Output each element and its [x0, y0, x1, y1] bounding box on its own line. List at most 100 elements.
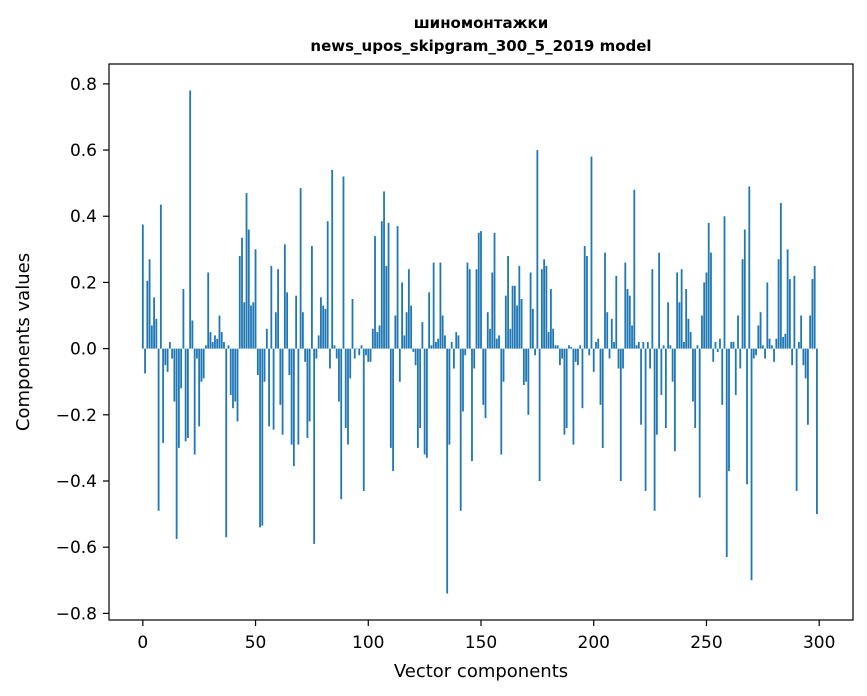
bar — [644, 348, 647, 491]
bar — [520, 298, 523, 349]
bar — [432, 262, 435, 349]
bar — [369, 348, 372, 362]
bar — [283, 244, 286, 349]
bar — [489, 328, 491, 349]
bar — [570, 346, 573, 349]
bar — [175, 348, 178, 539]
bar — [768, 338, 771, 349]
bar — [493, 232, 496, 349]
bar — [468, 269, 471, 349]
bar — [710, 252, 712, 349]
bar — [193, 348, 196, 455]
bar — [292, 348, 295, 467]
bar — [583, 246, 586, 349]
bar — [673, 348, 676, 452]
bar — [595, 342, 597, 349]
bar — [513, 285, 516, 349]
bar — [662, 345, 665, 349]
bar — [680, 269, 683, 349]
bar — [360, 345, 363, 349]
bar — [640, 348, 642, 425]
bar — [509, 328, 512, 349]
bar — [486, 312, 489, 349]
plot-frame — [108, 63, 854, 621]
bar — [225, 348, 228, 538]
bar — [265, 328, 268, 349]
bar — [311, 246, 313, 349]
bar — [353, 348, 356, 359]
bar — [450, 342, 453, 349]
bar — [597, 338, 600, 349]
bar — [793, 275, 796, 349]
bar — [326, 221, 329, 349]
bar — [732, 342, 735, 349]
bar — [349, 348, 352, 379]
bar — [162, 348, 165, 443]
bar — [475, 269, 478, 349]
bar — [784, 333, 787, 349]
bar — [807, 348, 809, 425]
bar — [459, 348, 462, 511]
bar — [613, 342, 615, 349]
bar — [480, 231, 482, 349]
bar — [683, 342, 685, 349]
bar — [200, 348, 203, 382]
bar — [658, 252, 661, 349]
bar — [601, 348, 604, 448]
bar — [383, 191, 385, 349]
bar — [701, 315, 703, 349]
bar — [534, 348, 537, 356]
bar — [482, 348, 485, 405]
bar — [389, 348, 392, 448]
bar — [166, 348, 169, 372]
bar — [344, 348, 347, 429]
bar — [525, 348, 527, 382]
bar — [146, 280, 149, 349]
bar — [527, 348, 530, 415]
y-tick-label: 0.6 — [70, 141, 97, 161]
bar — [308, 348, 311, 422]
bar — [398, 348, 401, 382]
bar — [378, 325, 381, 349]
bar — [531, 308, 534, 349]
bar — [153, 297, 155, 349]
bar — [164, 348, 167, 366]
bar — [435, 342, 437, 349]
y-tick-label: −0.8 — [56, 604, 97, 624]
bar — [734, 348, 737, 395]
bar — [757, 325, 760, 349]
bar — [631, 325, 633, 349]
bar — [227, 345, 230, 349]
bar — [241, 237, 243, 349]
bar — [232, 348, 234, 409]
x-tick-label: 150 — [465, 633, 497, 653]
bar — [574, 348, 577, 362]
bar — [723, 216, 726, 349]
bar — [766, 282, 769, 349]
bar — [516, 305, 518, 349]
bar — [522, 348, 525, 386]
y-tick-label: 0.0 — [70, 340, 97, 360]
bar — [779, 203, 782, 349]
bar — [358, 348, 361, 356]
bar — [198, 348, 201, 427]
bar — [606, 312, 609, 349]
bar — [313, 348, 316, 544]
bar — [604, 252, 606, 349]
bar — [148, 259, 151, 349]
bar — [288, 348, 291, 376]
bar — [649, 348, 651, 369]
x-tick-label: 250 — [690, 633, 722, 653]
bar — [157, 348, 160, 511]
bar — [788, 279, 791, 349]
bar — [347, 348, 349, 445]
x-axis-label: Vector components — [394, 661, 568, 682]
bar — [218, 315, 221, 349]
bar — [782, 337, 785, 349]
bar — [320, 297, 322, 349]
bar — [608, 348, 611, 359]
bar — [676, 272, 679, 349]
bar — [743, 229, 746, 349]
bar — [182, 289, 185, 349]
